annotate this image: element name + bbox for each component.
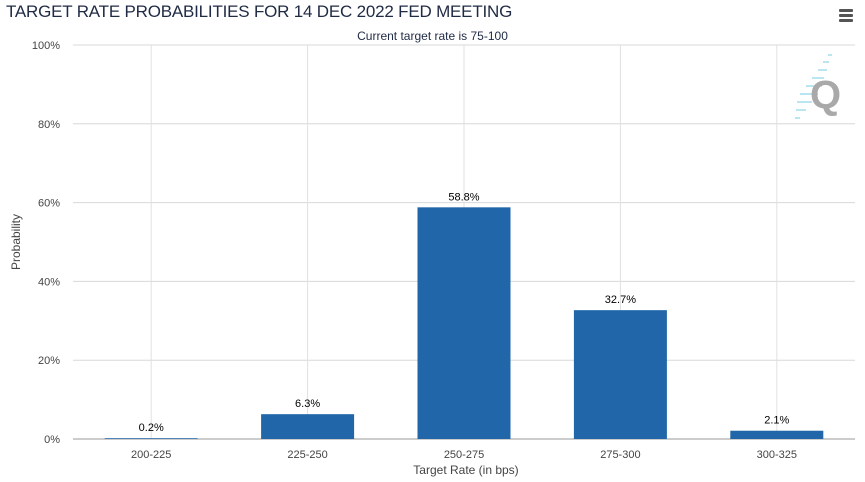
bar-200-225 xyxy=(104,438,198,439)
x-tick-label: 225-250 xyxy=(287,449,327,461)
y-tick-label: 100% xyxy=(32,40,60,52)
bar-225-250 xyxy=(261,414,355,439)
y-axis-title: Probability xyxy=(9,214,23,270)
x-tick-label: 275-300 xyxy=(600,449,640,461)
bar-300-325 xyxy=(730,430,824,439)
x-tick-label: 200-225 xyxy=(131,449,171,461)
y-tick-label: 80% xyxy=(38,119,60,131)
data-label: 2.1% xyxy=(764,415,789,427)
y-tick-label: 0% xyxy=(44,434,60,446)
x-tick-label: 250-275 xyxy=(444,449,484,461)
chart-title: TARGET RATE PROBABILITIES FOR 14 DEC 202… xyxy=(6,2,513,21)
chart-subtitle: Current target rate is 75-100 xyxy=(357,29,508,43)
y-tick-label: 40% xyxy=(38,276,60,288)
data-label: 58.8% xyxy=(448,191,479,203)
svg-text:Q: Q xyxy=(810,73,841,117)
watermark-logo: Q xyxy=(795,54,841,119)
y-tick-label: 60% xyxy=(38,198,60,210)
hamburger-menu-icon[interactable] xyxy=(839,9,853,24)
data-label: 0.2% xyxy=(139,422,164,434)
data-label: 32.7% xyxy=(605,294,636,306)
y-tick-label: 20% xyxy=(38,355,60,367)
x-axis-title: Target Rate (in bps) xyxy=(413,463,518,477)
x-tick-label: 300-325 xyxy=(757,449,797,461)
bar-275-300 xyxy=(573,310,667,439)
bar-250-275 xyxy=(417,207,511,439)
data-label: 6.3% xyxy=(295,398,320,410)
